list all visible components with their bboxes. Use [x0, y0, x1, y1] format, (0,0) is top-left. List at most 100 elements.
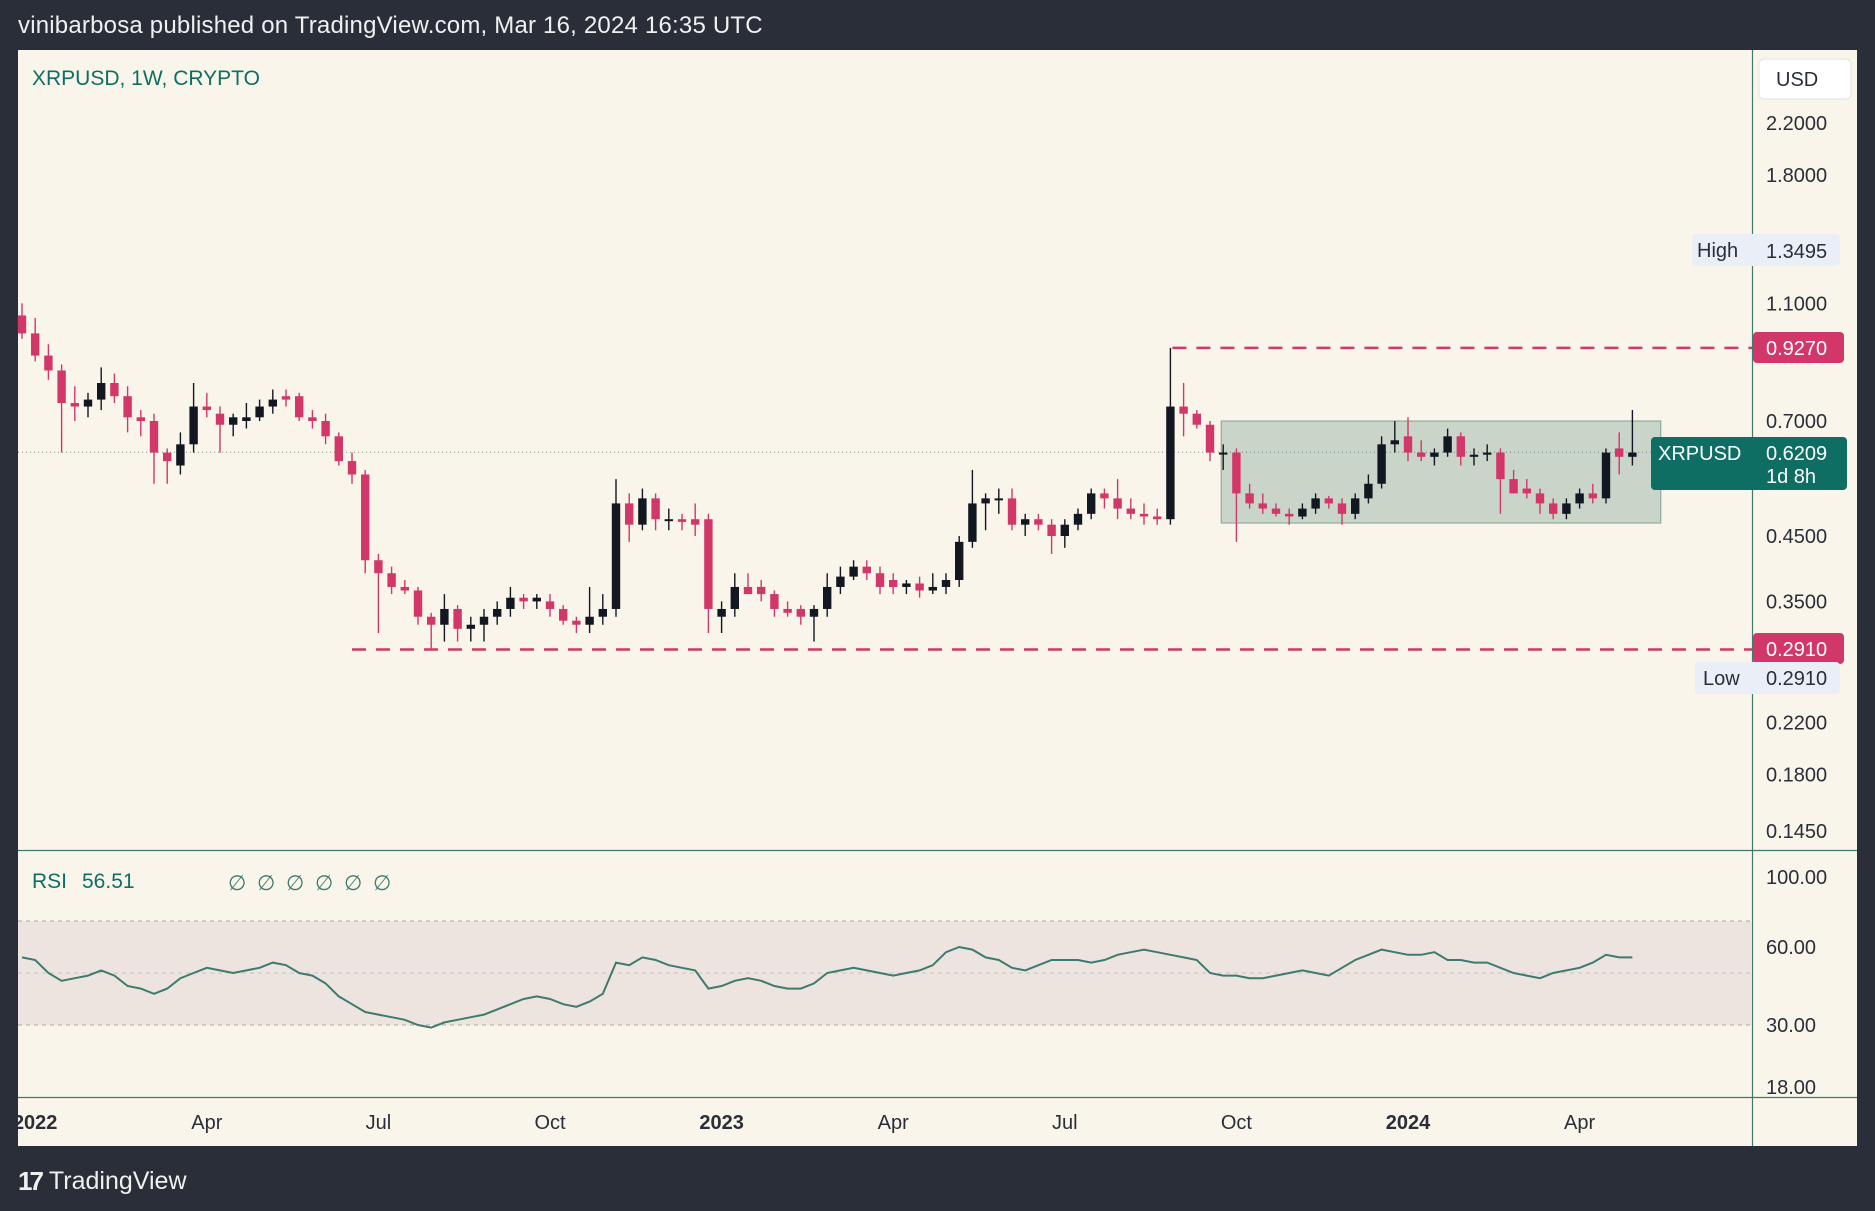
candle[interactable] [1535, 488, 1545, 514]
candle[interactable] [1205, 421, 1215, 462]
candle[interactable] [889, 573, 898, 595]
candle[interactable] [440, 594, 449, 642]
candle[interactable] [1601, 448, 1611, 504]
candle[interactable] [519, 594, 528, 609]
candle[interactable] [123, 386, 132, 433]
candle[interactable] [466, 616, 475, 642]
candle[interactable] [1430, 448, 1439, 466]
candle[interactable] [849, 560, 858, 581]
candle[interactable] [717, 601, 726, 633]
candle[interactable] [572, 616, 581, 633]
candle[interactable] [1615, 432, 1624, 475]
candle[interactable] [1549, 498, 1558, 520]
candle[interactable] [1324, 495, 1333, 509]
candle[interactable] [1100, 488, 1109, 509]
candle[interactable] [598, 594, 607, 625]
time-axis-pane[interactable] [18, 1098, 1752, 1146]
candle[interactable] [347, 452, 357, 484]
candle[interactable] [1417, 440, 1426, 462]
candle[interactable] [17, 303, 27, 339]
candle[interactable] [532, 594, 541, 609]
candle[interactable] [783, 601, 792, 617]
candle[interactable] [1377, 436, 1386, 489]
candle[interactable] [836, 566, 845, 595]
candle[interactable] [1232, 448, 1241, 542]
candle[interactable] [1522, 479, 1531, 499]
candle[interactable] [334, 432, 343, 466]
candle[interactable] [1351, 493, 1360, 520]
candle[interactable] [255, 399, 264, 421]
candle[interactable] [743, 573, 753, 595]
candle[interactable] [308, 410, 317, 429]
candle[interactable] [691, 503, 700, 536]
candle[interactable] [770, 590, 779, 617]
candle[interactable] [704, 513, 713, 633]
candle[interactable] [941, 573, 951, 595]
symbol-label[interactable]: XRPUSD, 1W, CRYPTO [32, 67, 260, 90]
rsi-series-line[interactable] [21, 945, 1633, 1029]
candle[interactable] [1007, 488, 1017, 531]
candle[interactable] [149, 413, 159, 484]
candle[interactable] [70, 386, 79, 421]
candle[interactable] [809, 605, 819, 642]
candle[interactable] [1443, 428, 1452, 457]
candle[interactable] [955, 536, 964, 587]
candle[interactable] [1271, 503, 1281, 517]
candle[interactable] [1087, 488, 1096, 520]
candle[interactable] [796, 605, 805, 625]
candle[interactable] [1219, 444, 1228, 470]
candle[interactable] [506, 586, 515, 617]
candle[interactable] [1628, 410, 1637, 466]
candle[interactable] [176, 432, 185, 475]
currency-button-bg[interactable] [1758, 58, 1852, 100]
candle[interactable] [1364, 474, 1373, 504]
candle[interactable] [374, 553, 383, 633]
candle[interactable] [1311, 493, 1320, 514]
rsi-label[interactable]: RSI [32, 870, 67, 893]
candle[interactable] [1192, 410, 1201, 429]
candle[interactable] [1483, 444, 1492, 462]
candle[interactable] [915, 576, 924, 598]
candle[interactable] [1245, 483, 1254, 509]
candle[interactable] [1575, 488, 1584, 509]
candle[interactable] [611, 479, 621, 617]
candle[interactable] [1469, 448, 1479, 466]
candle[interactable] [163, 448, 172, 484]
candle[interactable] [83, 392, 93, 418]
candle[interactable] [994, 488, 1003, 514]
candle[interactable] [1337, 498, 1347, 525]
candle[interactable] [1298, 503, 1307, 520]
candle[interactable] [229, 413, 238, 437]
candle[interactable] [677, 513, 687, 531]
candle[interactable] [928, 573, 937, 595]
candle[interactable] [400, 580, 409, 595]
candle[interactable] [1588, 483, 1597, 504]
candle[interactable] [215, 406, 225, 453]
candle[interactable] [1034, 513, 1043, 531]
candle[interactable] [902, 580, 911, 595]
candle[interactable] [1060, 519, 1069, 548]
candle[interactable] [875, 566, 885, 595]
candle[interactable] [202, 392, 211, 418]
tradingview-logo[interactable]: 17 TradingView [18, 1166, 187, 1197]
candle[interactable] [1021, 513, 1030, 536]
price-axis-area[interactable] [1753, 50, 1857, 1097]
candle[interactable] [493, 601, 502, 625]
candle[interactable] [1285, 508, 1294, 525]
candle[interactable] [1113, 479, 1122, 520]
candle[interactable] [387, 566, 396, 595]
consolidation-range-box[interactable] [1220, 420, 1662, 524]
candle[interactable] [453, 605, 462, 642]
candle[interactable] [268, 389, 277, 414]
candle[interactable] [968, 469, 977, 548]
candle[interactable] [44, 344, 53, 380]
candle[interactable] [97, 367, 106, 411]
candle[interactable] [1390, 421, 1399, 453]
candle[interactable] [1509, 469, 1518, 494]
candle[interactable] [413, 586, 423, 625]
candle[interactable] [1562, 498, 1571, 520]
candle[interactable] [862, 560, 871, 581]
candle[interactable] [136, 410, 145, 437]
candle[interactable] [1166, 347, 1175, 525]
candle[interactable] [1456, 432, 1465, 466]
